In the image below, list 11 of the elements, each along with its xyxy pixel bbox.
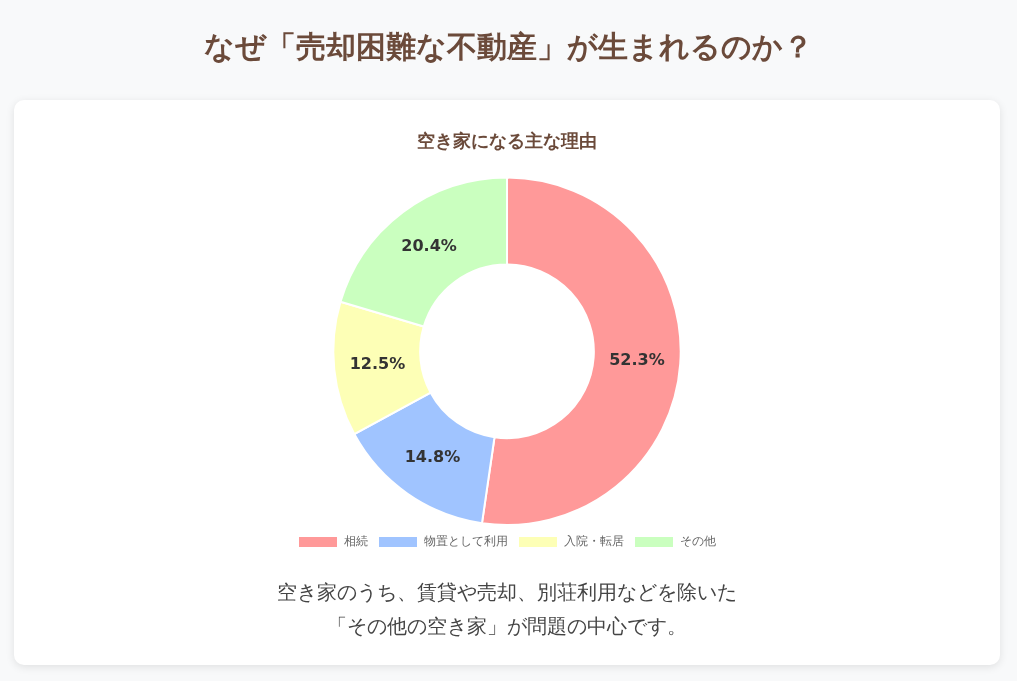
chart-subtitle: 空き家になる主な理由 <box>417 130 597 152</box>
chart-title: なぜ「売却困難な不動産」が生まれるのか？ <box>203 28 814 66</box>
data-label: 12.5% <box>349 353 406 373</box>
legend-label: 相続 <box>344 534 368 549</box>
data-label: 14.8% <box>404 447 461 467</box>
legend-label: 物置として利用 <box>424 534 508 549</box>
data-label: 52.3% <box>609 349 665 369</box>
data-label: 20.4% <box>401 236 457 256</box>
legend-label: 入院・転居 <box>564 534 624 549</box>
text: 空き家のうち、賃貸や売却、別荘利用などを除いた「その他の空き家」が問題の中心です。 <box>276 579 738 640</box>
legend-label: その他 <box>680 534 716 549</box>
